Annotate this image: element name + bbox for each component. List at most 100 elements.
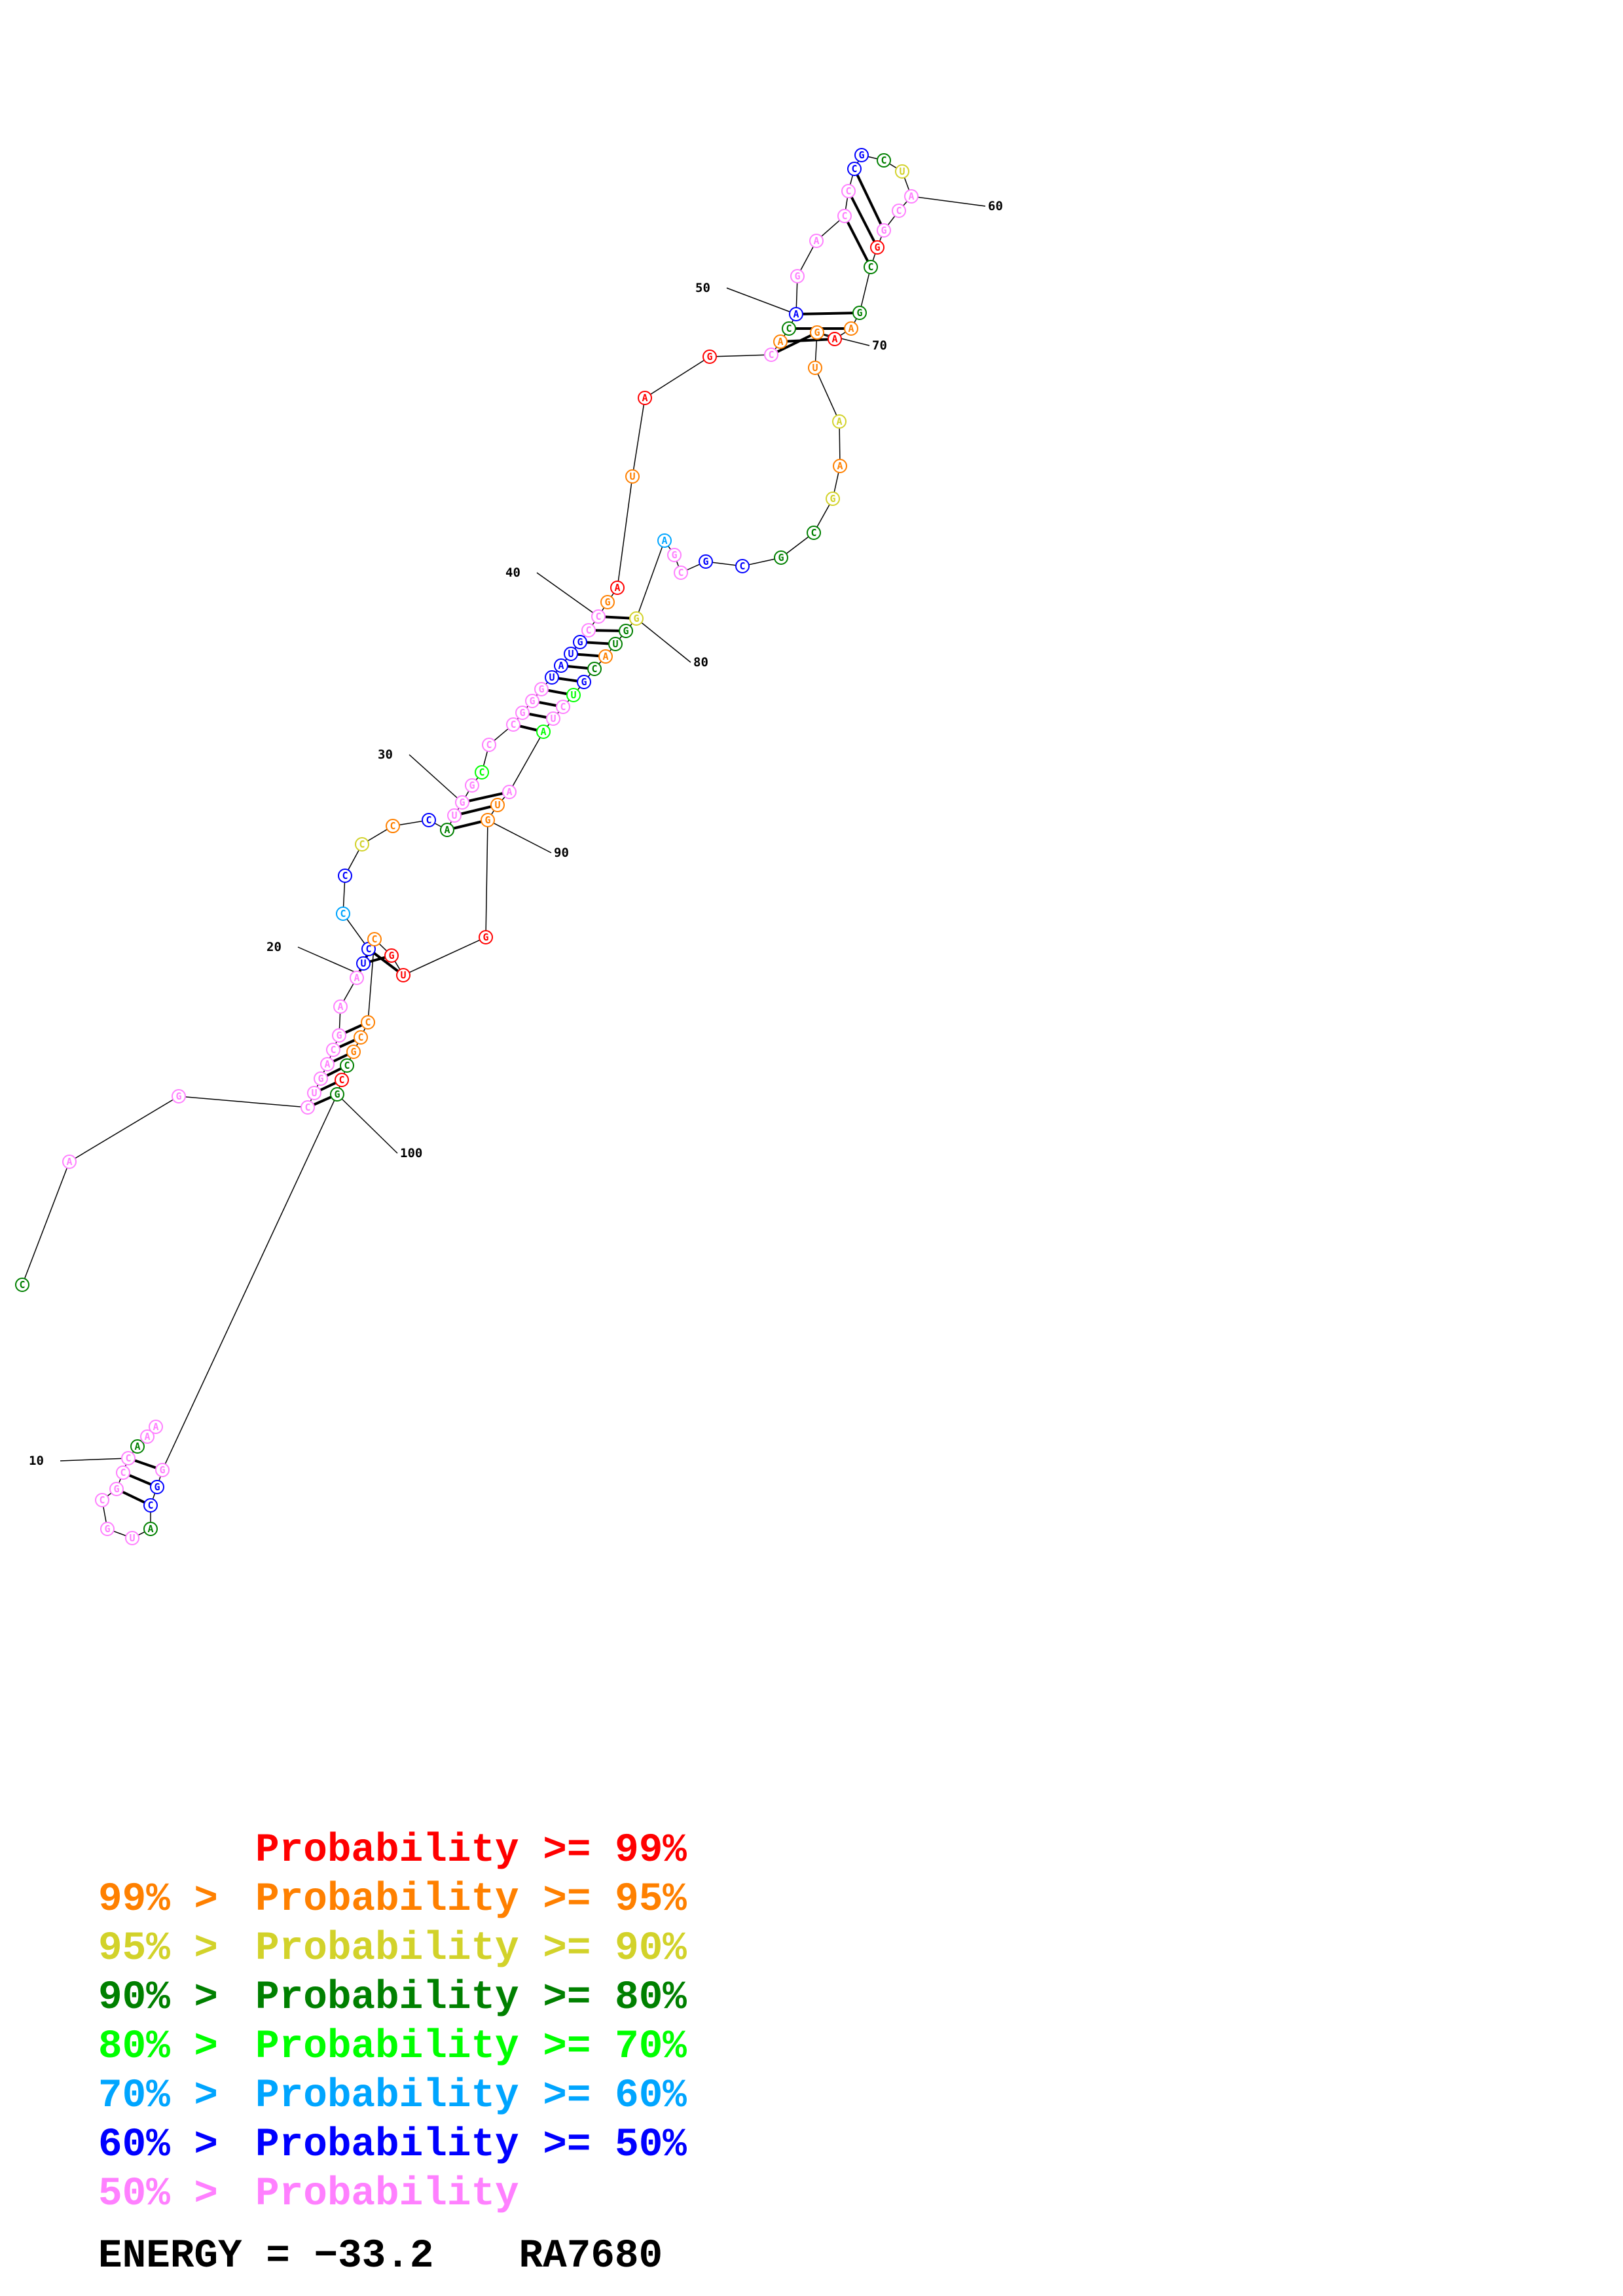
legend-row-p90: 95% > Probability >= 90%: [98, 1924, 884, 1973]
legend-prefix: 80% >: [98, 2024, 242, 2070]
nucleotide-letter: G: [519, 707, 525, 719]
nucleotide-letter: A: [614, 582, 620, 594]
nucleotide: G: [481, 813, 495, 827]
nucleotide: A: [657, 533, 672, 548]
nucleotide-circle: [674, 565, 688, 580]
nucleotide-letter: G: [334, 1088, 340, 1100]
legend-prefix: 60% >: [98, 2123, 242, 2168]
nucleotide-circle: [536, 725, 551, 739]
nucleotide-circle: [354, 1030, 368, 1045]
nucleotide: G: [384, 948, 399, 963]
nucleotide: A: [143, 1522, 158, 1536]
nucleotide-circle: [625, 469, 640, 484]
legend-text: Probability >= 99%: [255, 1828, 687, 1873]
nucleotide-circle: [774, 550, 788, 565]
nucleotide: C: [581, 623, 596, 637]
nucleotide: A: [773, 334, 788, 349]
nucleotide-circle: [566, 688, 581, 702]
position-label: 70: [872, 338, 887, 353]
nucleotide-circle: [638, 391, 652, 405]
nucleotide-letter: C: [768, 349, 774, 361]
nucleotide-letter: G: [581, 676, 587, 688]
energy-value: −33.2: [314, 2234, 434, 2279]
position-leader-line: [337, 1094, 398, 1154]
nucleotide-letter: C: [851, 163, 857, 175]
nucleotide-letter: C: [845, 185, 851, 197]
nucleotide: A: [844, 321, 858, 336]
nucleotide-letter: C: [304, 1102, 310, 1113]
nucleotide: A: [904, 189, 919, 204]
nucleotide-circle: [479, 930, 493, 944]
nucleotide: C: [15, 1278, 29, 1292]
nucleotide-circle: [361, 1015, 375, 1030]
nucleotide-letter: U: [400, 969, 406, 981]
nucleotide-circle: [841, 184, 856, 198]
nucleotide-letter: G: [529, 695, 535, 707]
base-pair-bond: [367, 948, 405, 977]
nucleotide-letter: C: [19, 1279, 25, 1291]
legend-text: Probability: [255, 2172, 519, 2217]
nucleotide-circle: [332, 1028, 346, 1043]
probability-legend: Probability >= 99% 99% > Probability >= …: [98, 1826, 884, 2281]
nucleotide-circle: [367, 932, 382, 946]
nucleotide-letter: A: [540, 726, 546, 738]
nucleotide-circle: [149, 1420, 163, 1434]
legend-prefix: 70% >: [98, 2073, 242, 2119]
nucleotide-circle: [455, 795, 469, 810]
nucleotide-circle: [336, 906, 350, 921]
nucleotide: U: [545, 670, 559, 685]
legend-prefix: 50% >: [98, 2172, 242, 2217]
nucleotide-letter: A: [661, 535, 667, 547]
nucleotide-circle: [534, 682, 549, 696]
nucleotide: U: [895, 164, 909, 179]
legend-row-p95: 99% > Probability >= 95%: [98, 1875, 884, 1924]
nucleotide-circle: [807, 526, 821, 540]
nucleotide-letter: A: [144, 1431, 150, 1443]
nucleotide-circle: [475, 765, 489, 780]
nucleotide-letter: A: [153, 1421, 158, 1433]
nucleotide-letter: G: [604, 596, 610, 608]
nucleotide-letter: G: [830, 493, 835, 505]
nucleotide-letter: G: [336, 1030, 342, 1041]
position-leader-line: [911, 196, 986, 207]
nucleotide: G: [534, 682, 549, 696]
nucleotide-letter: G: [538, 683, 544, 695]
nucleotide: A: [62, 1155, 77, 1169]
nucleotide-letter: G: [469, 780, 475, 791]
nucleotide: C: [336, 906, 350, 921]
nucleotide-letter: C: [510, 719, 516, 730]
nucleotide: C: [95, 1493, 109, 1507]
nucleotide: G: [455, 795, 469, 810]
backbone-layer: [22, 154, 912, 1539]
nucleotide: A: [638, 391, 652, 405]
nucleotide-circle: [330, 1087, 344, 1102]
position-leader-line: [816, 332, 870, 346]
nucleotide-letter: G: [671, 549, 677, 561]
nucleotide: A: [610, 581, 625, 595]
position-leader-line: [726, 287, 797, 315]
nucleotide-circle: [877, 153, 891, 168]
nucleotide-circle: [864, 260, 878, 274]
position-label: 100: [400, 1146, 422, 1160]
nucleotide-circle: [556, 700, 570, 714]
nucleotide-letter: C: [811, 527, 816, 539]
nucleotide-circle: [600, 595, 615, 609]
nucleotide-letter: C: [359, 838, 365, 850]
nucleotide-circle: [581, 623, 596, 637]
nucleotide: G: [619, 624, 633, 638]
nucleotide: G: [702, 350, 717, 364]
nucleotide-letter: G: [388, 950, 394, 961]
nucleotide-circle: [15, 1278, 29, 1292]
nucleotide: G: [172, 1089, 186, 1103]
nucleotide-circle: [515, 706, 530, 720]
nucleotide: G: [810, 325, 824, 340]
nucleotide-letter: G: [350, 1046, 356, 1058]
nucleotide-circle: [140, 1429, 155, 1444]
nucleotide: C: [837, 209, 852, 223]
position-label: 10: [29, 1454, 44, 1468]
position-leader-line: [536, 572, 599, 617]
nucleotide-letter: G: [113, 1483, 119, 1495]
legend-text: Probability >= 95%: [255, 1877, 687, 1922]
nucleotide-circle: [333, 999, 348, 1014]
